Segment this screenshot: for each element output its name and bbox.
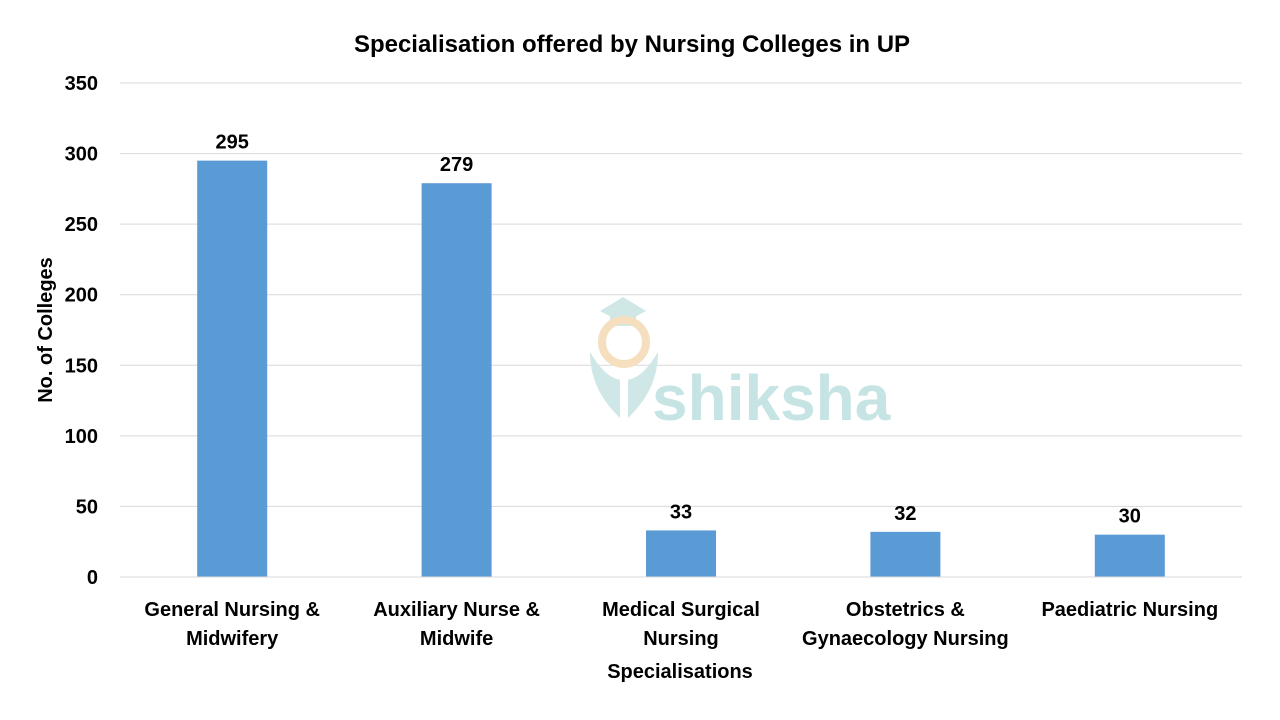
data-labels: 295 279 33 32 30 <box>216 132 1141 528</box>
y-tick-label: 50 <box>76 496 98 518</box>
x-tick-label: Gynaecology Nursing <box>802 628 1009 650</box>
data-label: 279 <box>440 154 473 176</box>
shiksha-watermark: shiksha <box>590 297 891 434</box>
x-axis: General Nursing & Midwifery Auxiliary Nurs… <box>144 599 1218 650</box>
y-axis: 0 50 100 150 200 250 300 350 <box>65 73 98 589</box>
y-tick-label: 150 <box>65 355 98 377</box>
bar <box>421 183 492 577</box>
gridlines <box>120 82 1242 507</box>
chart-title: Specialisation offered by Nursing Colleg… <box>354 31 910 58</box>
y-tick-label: 300 <box>65 144 98 166</box>
y-tick-label: 0 <box>87 567 98 589</box>
y-tick-label: 200 <box>65 285 98 307</box>
bar <box>1094 534 1165 577</box>
data-label: 30 <box>1119 506 1141 528</box>
bar <box>197 160 268 577</box>
data-label: 295 <box>216 132 249 154</box>
x-tick-label: Auxiliary Nurse & <box>373 599 540 621</box>
x-tick-label: General Nursing & <box>144 599 320 621</box>
bar <box>646 530 716 577</box>
data-label: 33 <box>670 501 692 523</box>
bars <box>197 160 1165 577</box>
x-tick-label: Midwifery <box>186 628 279 650</box>
y-axis-title: No. of Colleges <box>35 257 57 403</box>
x-tick-label: Paediatric Nursing <box>1041 599 1218 621</box>
shiksha-logo-icon <box>590 297 658 422</box>
shiksha-watermark-text: shiksha <box>652 362 891 434</box>
y-tick-label: 100 <box>65 426 98 448</box>
x-tick-label: Medical Surgical <box>602 599 760 621</box>
x-tick-label: Nursing <box>643 628 719 650</box>
x-tick-label: Midwife <box>420 628 493 650</box>
y-tick-label: 250 <box>65 214 98 236</box>
x-tick-label: Obstetrics & <box>846 599 965 621</box>
bar <box>870 531 941 577</box>
y-tick-label: 350 <box>65 73 98 95</box>
data-label: 32 <box>894 503 916 525</box>
x-axis-title: Specialisations <box>607 661 753 683</box>
